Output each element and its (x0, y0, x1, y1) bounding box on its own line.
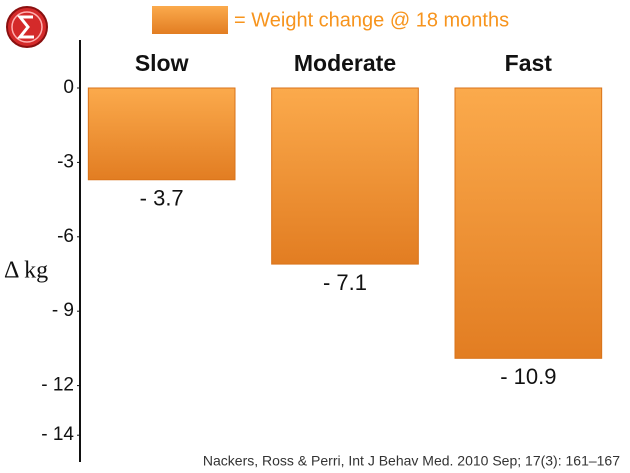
y-tick-label: -3 (57, 151, 74, 172)
category-label: Fast (505, 50, 553, 76)
category-label: Moderate (294, 50, 396, 76)
legend-label: = Weight change @ 18 months (234, 9, 509, 31)
y-tick-label: -6 (57, 226, 74, 247)
value-label: - 10.9 (500, 364, 556, 389)
y-tick-label: - 14 (41, 424, 74, 445)
sigma-icon (6, 6, 48, 48)
value-label: - 7.1 (323, 270, 367, 295)
legend-swatch (152, 6, 228, 34)
y-tick-label: - 9 (52, 300, 74, 321)
bar (454, 87, 603, 359)
value-label: - 3.7 (140, 186, 184, 211)
category-label: Slow (135, 50, 189, 76)
bar (87, 87, 236, 181)
bar (271, 87, 419, 265)
y-tick-label: - 12 (41, 375, 74, 396)
y-tick-label: 0 (63, 77, 74, 98)
y-axis-label: Δ kg (4, 258, 48, 284)
source-note: Nackers, Ross & Perri, Int J Behav Med. … (203, 453, 620, 469)
